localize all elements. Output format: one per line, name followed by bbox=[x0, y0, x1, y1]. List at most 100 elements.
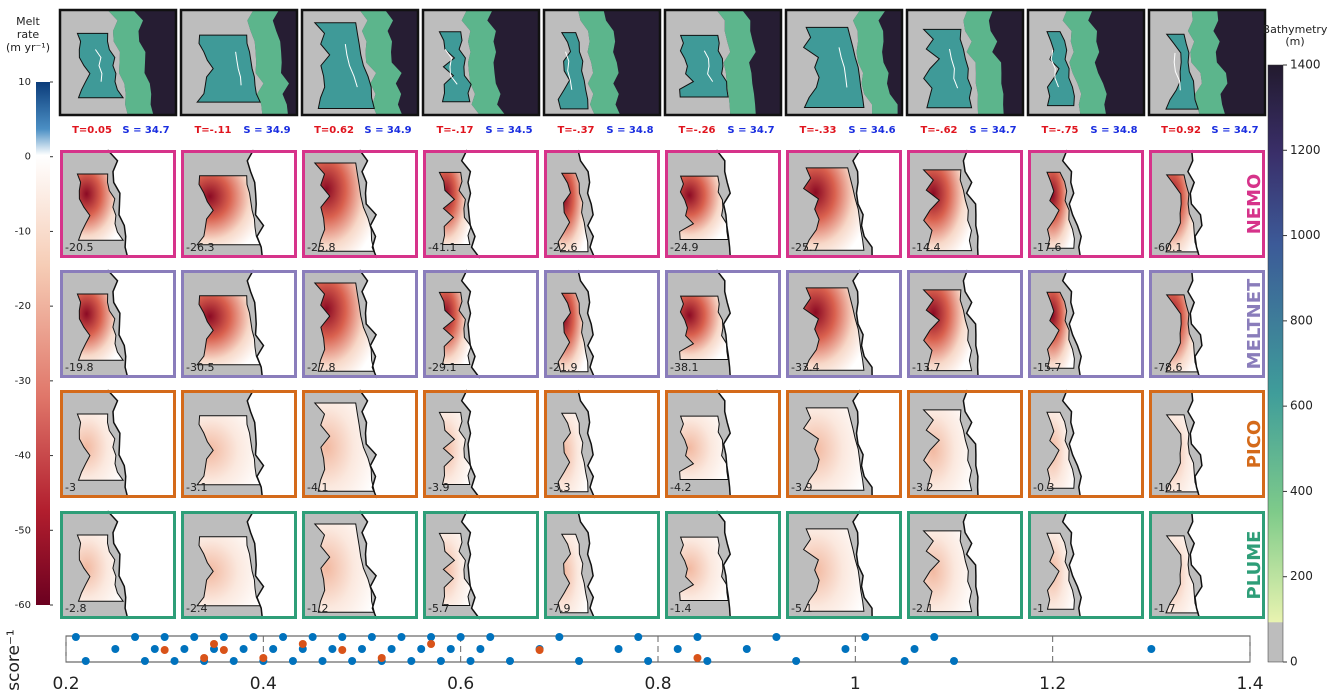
score-point bbox=[950, 657, 958, 665]
score-point bbox=[249, 633, 257, 641]
score-point bbox=[427, 640, 435, 648]
salinity-label: S = 34.5 bbox=[485, 125, 532, 136]
score-point bbox=[220, 646, 228, 654]
score-point bbox=[319, 657, 327, 665]
score-point bbox=[644, 657, 652, 665]
score-point bbox=[417, 645, 425, 653]
score-point bbox=[772, 633, 780, 641]
melt-colorbar-title: (m yr⁻¹) bbox=[6, 41, 50, 54]
x-tick-label: 0.2 bbox=[52, 674, 79, 694]
score-point bbox=[437, 657, 445, 665]
score-point bbox=[486, 633, 494, 641]
melt-total-label: -38.1 bbox=[670, 361, 698, 374]
melt-total-label: -2.8 bbox=[65, 602, 86, 615]
score-point bbox=[634, 633, 642, 641]
melt-colorbar bbox=[36, 82, 50, 605]
x-tick-label: 0.4 bbox=[250, 674, 277, 694]
model-label: NEMO bbox=[1244, 174, 1265, 235]
score-point bbox=[674, 645, 682, 653]
melt-total-label: -0.3 bbox=[1033, 481, 1054, 494]
melt-total-label: -3.1 bbox=[186, 481, 207, 494]
score-point bbox=[161, 633, 169, 641]
melt-total-label: -2.4 bbox=[186, 602, 207, 615]
melt-colorbar-title: Melt bbox=[16, 15, 40, 28]
score-point bbox=[299, 640, 307, 648]
score-point bbox=[368, 633, 376, 641]
score-point bbox=[82, 657, 90, 665]
melt-total-label: -19.8 bbox=[65, 361, 93, 374]
melt-total-label: -30.5 bbox=[186, 361, 214, 374]
bathy-tick-label: 800 bbox=[1290, 313, 1313, 327]
temperature-label: T=-.75 bbox=[1041, 125, 1078, 136]
melt-total-label: -3 bbox=[65, 481, 76, 494]
melt-total-label: -5.1 bbox=[791, 602, 812, 615]
score-point bbox=[240, 645, 248, 653]
melt-tick-label: 10 bbox=[18, 77, 31, 88]
x-tick-label: 1 bbox=[850, 674, 861, 694]
temperature-label: T=-.11 bbox=[194, 125, 231, 136]
temperature-label: T=-.37 bbox=[557, 125, 594, 136]
score-point bbox=[348, 657, 356, 665]
bathy-tick-label: 1400 bbox=[1290, 58, 1321, 72]
score-point bbox=[171, 657, 179, 665]
score-point bbox=[378, 654, 386, 662]
salinity-label: S = 34.7 bbox=[727, 125, 774, 136]
temperature-label: T=0.05 bbox=[72, 125, 112, 136]
salinity-label: S = 34.8 bbox=[606, 125, 653, 136]
score-point bbox=[407, 657, 415, 665]
melt-total-label: -3.3 bbox=[549, 481, 570, 494]
melt-total-label: -25.7 bbox=[791, 241, 819, 254]
melt-total-label: -1 bbox=[1033, 602, 1044, 615]
melt-total-label: -10.1 bbox=[1154, 481, 1182, 494]
score-point bbox=[427, 633, 435, 641]
bathy-tick-label: 0 bbox=[1290, 655, 1298, 669]
score-point bbox=[190, 633, 198, 641]
score-point bbox=[72, 633, 80, 641]
melt-tick-label: -20 bbox=[15, 301, 31, 312]
temperature-label: T=-.17 bbox=[436, 125, 473, 136]
bathy-tick-label: 200 bbox=[1290, 569, 1313, 583]
score-point bbox=[259, 654, 267, 662]
melt-total-label: -27.8 bbox=[307, 361, 335, 374]
melt-total-label: -1.7 bbox=[1154, 602, 1175, 615]
x-tick-label: 1.2 bbox=[1039, 674, 1066, 694]
score-point bbox=[1147, 645, 1155, 653]
melt-colorbar-title: rate bbox=[17, 28, 40, 41]
score-point bbox=[279, 633, 287, 641]
melt-total-label: -3.9 bbox=[791, 481, 812, 494]
melt-total-label: -29.1 bbox=[428, 361, 456, 374]
melt-total-label: -21.9 bbox=[549, 361, 577, 374]
score-point bbox=[743, 645, 751, 653]
score-point bbox=[792, 657, 800, 665]
score-point bbox=[338, 646, 346, 654]
score-point bbox=[328, 645, 336, 653]
temperature-label: T=-.33 bbox=[799, 125, 836, 136]
score-point bbox=[693, 633, 701, 641]
melt-total-label: -17.6 bbox=[1033, 241, 1061, 254]
score-point bbox=[397, 633, 405, 641]
model-label: PICO bbox=[1244, 420, 1265, 468]
melt-tick-label: -60 bbox=[15, 600, 31, 611]
melt-total-label: -41.1 bbox=[428, 241, 456, 254]
score-point bbox=[338, 633, 346, 641]
melt-total-label: -78.6 bbox=[1154, 361, 1182, 374]
salinity-label: S = 34.8 bbox=[1090, 125, 1137, 136]
x-tick-label: 1.4 bbox=[1236, 674, 1263, 694]
salinity-label: S = 34.6 bbox=[848, 125, 895, 136]
melt-total-label: -5.7 bbox=[428, 602, 449, 615]
bathy-colorbar-title: (m) bbox=[1285, 35, 1304, 48]
salinity-label: S = 34.9 bbox=[364, 125, 411, 136]
score-point bbox=[161, 646, 169, 654]
melt-total-label: -4.1 bbox=[307, 481, 328, 494]
figure: T=0.05S = 34.7T=-.11S = 34.9T=0.62S = 34… bbox=[0, 0, 1333, 694]
melt-tick-label: -50 bbox=[15, 525, 31, 536]
score-point bbox=[210, 640, 218, 648]
melt-total-label: -4.2 bbox=[670, 481, 691, 494]
score-point bbox=[911, 645, 919, 653]
score-point bbox=[861, 633, 869, 641]
bathy-tick-label: 400 bbox=[1290, 484, 1313, 498]
score-point bbox=[180, 645, 188, 653]
score-point bbox=[575, 657, 583, 665]
melt-total-label: -3.2 bbox=[912, 481, 933, 494]
melt-total-label: -25.8 bbox=[307, 241, 335, 254]
